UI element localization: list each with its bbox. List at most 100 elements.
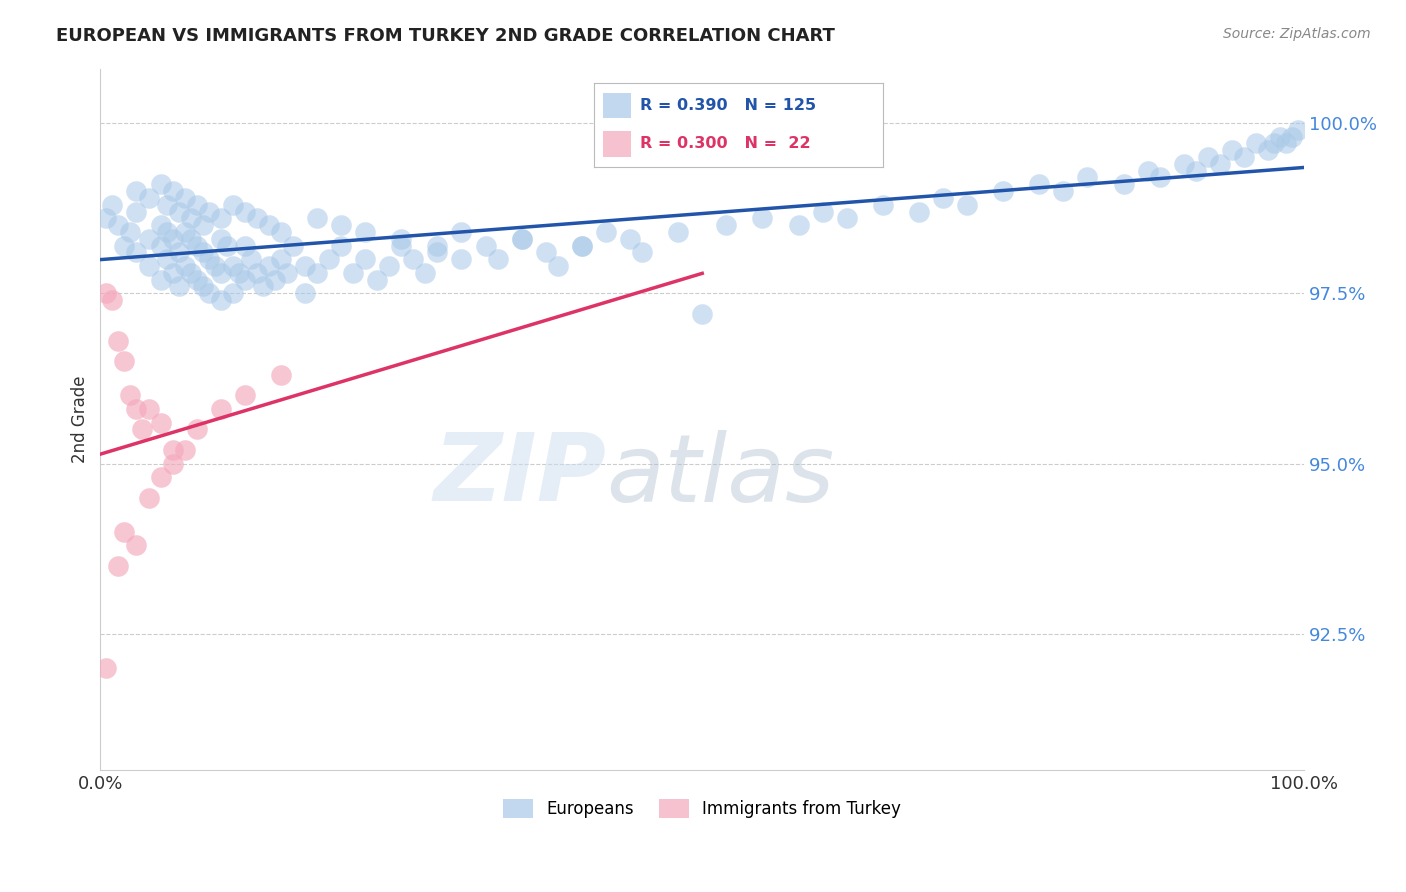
- Point: [547, 259, 569, 273]
- Point: [197, 252, 219, 267]
- Point: [186, 422, 208, 436]
- Point: [96, 661, 118, 675]
- Point: [162, 184, 184, 198]
- Point: [354, 225, 377, 239]
- Point: [666, 225, 689, 239]
- Point: [872, 198, 894, 212]
- Point: [595, 225, 617, 239]
- Point: [222, 198, 245, 212]
- Point: [101, 198, 124, 212]
- Point: [354, 252, 377, 267]
- Point: [180, 232, 202, 246]
- Point: [1173, 157, 1195, 171]
- Point: [125, 538, 148, 552]
- Point: [209, 232, 232, 246]
- Point: [571, 238, 593, 252]
- Point: [956, 198, 979, 212]
- Point: [908, 204, 931, 219]
- Point: [120, 225, 142, 239]
- Point: [402, 252, 425, 267]
- Point: [209, 266, 232, 280]
- Point: [222, 259, 245, 273]
- Point: [619, 232, 641, 246]
- Point: [125, 184, 148, 198]
- Point: [96, 286, 118, 301]
- Point: [155, 198, 177, 212]
- Point: [1281, 129, 1303, 144]
- Point: [239, 252, 262, 267]
- Point: [1244, 136, 1267, 151]
- Point: [131, 422, 153, 436]
- Point: [534, 245, 557, 260]
- Point: [149, 273, 172, 287]
- Point: [426, 245, 449, 260]
- Point: [138, 491, 160, 505]
- Point: [510, 232, 533, 246]
- Point: [1149, 170, 1171, 185]
- Point: [246, 266, 269, 280]
- Point: [510, 232, 533, 246]
- Point: [173, 442, 195, 457]
- Point: [1275, 136, 1298, 151]
- Point: [631, 245, 654, 260]
- Point: [107, 334, 129, 348]
- Point: [101, 293, 124, 307]
- Point: [330, 238, 353, 252]
- Point: [305, 211, 328, 226]
- Point: [474, 238, 496, 252]
- Point: [209, 211, 232, 226]
- Point: [233, 204, 256, 219]
- Point: [155, 225, 177, 239]
- Point: [378, 259, 401, 273]
- Point: [233, 388, 256, 402]
- Point: [281, 238, 304, 252]
- Point: [197, 204, 219, 219]
- Point: [112, 354, 135, 368]
- Point: [1220, 143, 1243, 157]
- Point: [294, 259, 316, 273]
- Point: [138, 259, 160, 273]
- Point: [305, 266, 328, 280]
- Point: [932, 191, 955, 205]
- Point: [162, 266, 184, 280]
- Point: [125, 204, 148, 219]
- Point: [1112, 178, 1135, 192]
- Point: [180, 211, 202, 226]
- Point: [186, 273, 208, 287]
- Point: [1052, 184, 1074, 198]
- Point: [149, 178, 172, 192]
- Point: [233, 238, 256, 252]
- Y-axis label: 2nd Grade: 2nd Grade: [72, 376, 89, 463]
- Point: [571, 238, 593, 252]
- Point: [787, 218, 810, 232]
- Point: [191, 218, 214, 232]
- Point: [257, 259, 280, 273]
- Point: [811, 204, 834, 219]
- Point: [155, 252, 177, 267]
- Point: [222, 286, 245, 301]
- Point: [191, 279, 214, 293]
- Point: [138, 191, 160, 205]
- Point: [246, 211, 269, 226]
- Point: [366, 273, 388, 287]
- Point: [1263, 136, 1285, 151]
- Point: [180, 266, 202, 280]
- Point: [167, 204, 190, 219]
- Text: EUROPEAN VS IMMIGRANTS FROM TURKEY 2ND GRADE CORRELATION CHART: EUROPEAN VS IMMIGRANTS FROM TURKEY 2ND G…: [56, 27, 835, 45]
- Point: [197, 286, 219, 301]
- Point: [1233, 150, 1256, 164]
- Point: [450, 252, 472, 267]
- Text: atlas: atlas: [606, 430, 834, 521]
- Point: [173, 191, 195, 205]
- Point: [215, 238, 238, 252]
- Point: [186, 198, 208, 212]
- Point: [107, 218, 129, 232]
- Point: [1028, 178, 1050, 192]
- Point: [415, 266, 437, 280]
- Point: [125, 402, 148, 417]
- Point: [149, 238, 172, 252]
- Point: [167, 279, 190, 293]
- Point: [149, 218, 172, 232]
- Point: [209, 293, 232, 307]
- Point: [162, 457, 184, 471]
